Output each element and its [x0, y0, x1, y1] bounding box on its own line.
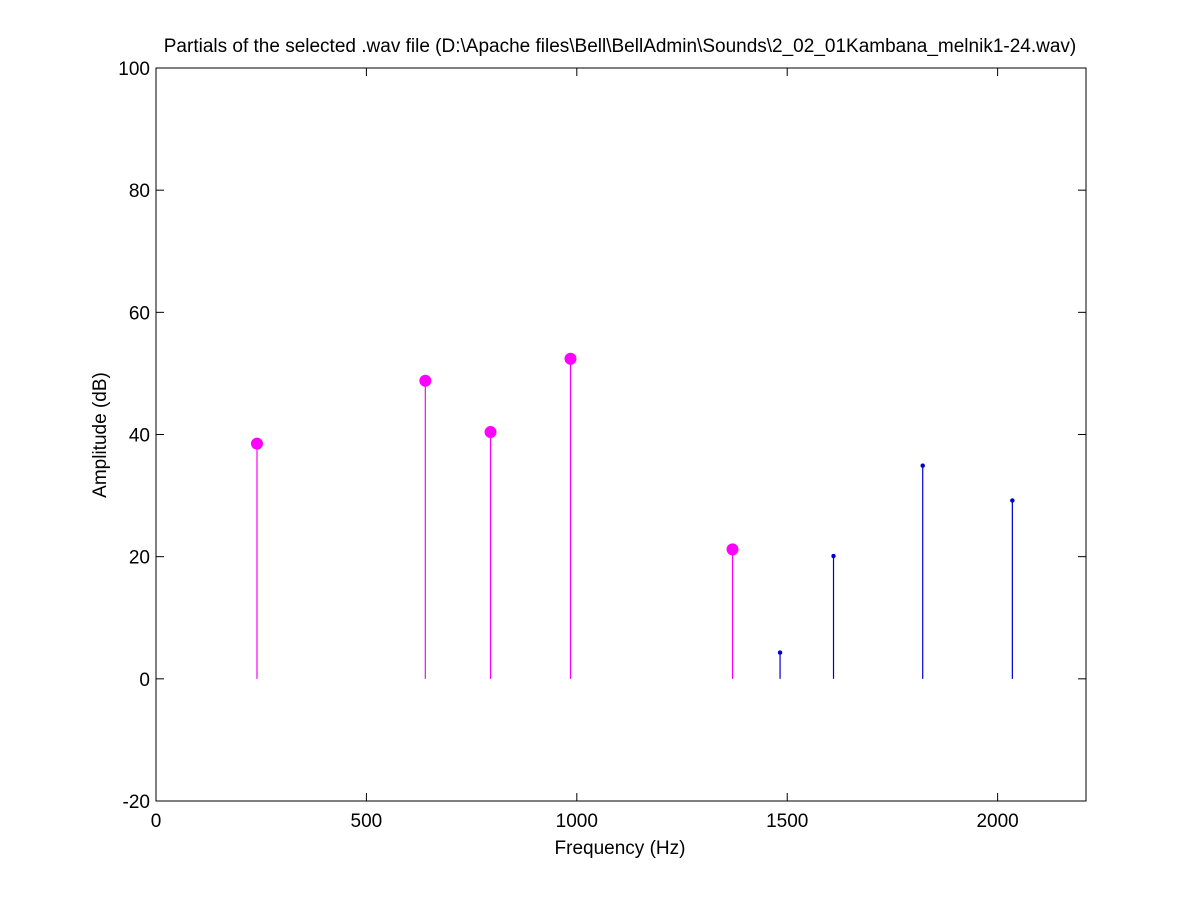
- x-axis-label: Frequency (Hz): [555, 838, 686, 859]
- y-axis-ticks: -20 0 20 40 60 80 100: [118, 59, 1086, 813]
- y-tick-label: 0: [139, 670, 150, 691]
- stem-marker-dot: [920, 463, 925, 468]
- stem-marker-dot: [1010, 498, 1015, 503]
- x-tick-label: 2000: [976, 811, 1018, 832]
- y-tick-label: 60: [129, 303, 150, 324]
- x-axis-ticks: 0 500 1000 1500 2000: [151, 68, 1019, 832]
- stem-series-1: [250, 352, 739, 679]
- x-tick-label: 1500: [766, 811, 808, 832]
- stem-marker-circle: [726, 543, 739, 556]
- y-tick-label: 80: [129, 181, 150, 202]
- x-tick-label: 0: [151, 811, 162, 832]
- x-tick-label: 500: [351, 811, 383, 832]
- stem-marker-circle: [564, 352, 577, 365]
- stem-marker-circle: [250, 437, 263, 450]
- stem-marker-dot: [777, 650, 783, 655]
- x-tick-label: 1000: [556, 811, 598, 832]
- y-tick-label: -20: [123, 792, 150, 813]
- axes-box: [155, 67, 1087, 802]
- y-tick-label: 20: [129, 548, 150, 569]
- stem-series-2: [777, 463, 1015, 679]
- stem-marker-circle: [419, 374, 432, 387]
- y-tick-label: 100: [118, 59, 150, 80]
- stem-series: [250, 352, 1015, 679]
- chart-title: Partials of the selected .wav file (D:\A…: [164, 36, 1077, 57]
- y-tick-label: 40: [129, 426, 150, 447]
- stem-marker-circle: [484, 426, 497, 439]
- y-axis-label: Amplitude (dB): [90, 372, 111, 498]
- stem-marker-dot: [831, 553, 836, 559]
